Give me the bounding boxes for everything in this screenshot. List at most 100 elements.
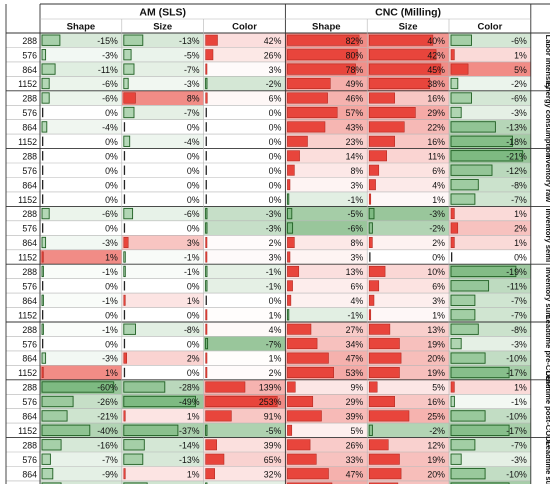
heatmap-cell (121, 322, 204, 337)
cell-value: 0% (269, 195, 282, 205)
cell-value: -13% (506, 123, 527, 133)
heatmap-cell (367, 278, 449, 293)
table-row: -6% 8% 6% 46% 16% -6% 288 (22, 90, 531, 106)
cell-value: 0% (269, 180, 282, 190)
cell-value: 1% (105, 253, 118, 263)
row-label: 1152 (18, 79, 37, 89)
data-bar (287, 381, 296, 393)
cell-value: -2% (429, 426, 445, 436)
cell-value: 5% (432, 383, 445, 393)
cell-value: -1% (266, 282, 282, 292)
data-bar (287, 338, 318, 350)
heatmap-cell (449, 119, 531, 135)
cell-value: 3% (350, 180, 363, 190)
data-bar (369, 252, 371, 262)
cell-value: -16% (97, 440, 118, 450)
row-label: 864 (22, 469, 37, 479)
heatmap-cell (449, 293, 531, 308)
data-bar (368, 150, 387, 162)
cell-value: 25% (427, 412, 445, 422)
cell-value: 0% (105, 195, 118, 205)
row-label: 288 (22, 94, 37, 104)
cell-value: 43% (346, 123, 364, 133)
data-bar (368, 396, 395, 407)
row-group-label: Inventory semi (544, 208, 550, 262)
cell-value: -3% (266, 224, 282, 234)
heatmap-cell (203, 423, 286, 438)
heatmap-cell (285, 206, 368, 221)
data-bar (205, 207, 208, 220)
table-row: -6% -6% -3% -5% -3% 1% 288 (22, 206, 531, 221)
data-bar (287, 150, 300, 162)
cell-value: 49% (346, 79, 364, 89)
data-bar (450, 63, 469, 75)
cell-value: -3% (511, 108, 527, 118)
data-bar (450, 49, 455, 61)
cell-value: 22% (427, 123, 445, 133)
row-group-label: Inventory sum (544, 267, 550, 319)
heatmap-cell (121, 148, 204, 163)
heatmap-cell (449, 163, 531, 178)
cell-value: -1% (102, 325, 118, 335)
data-bar (287, 78, 331, 89)
heatmap-cell (121, 76, 204, 91)
cell-value: 38% (427, 79, 445, 89)
data-bar (123, 34, 144, 46)
cell-value: 34% (346, 339, 364, 349)
row-label: 864 (22, 180, 37, 190)
cell-value: -6% (102, 209, 118, 219)
row-group-label: Energy consumption (544, 82, 550, 158)
cell-value: 0% (187, 310, 200, 320)
row-label: 1152 (18, 368, 37, 378)
heatmap-cell (40, 293, 122, 308)
heatmap-cell (40, 220, 122, 236)
row-label: 864 (22, 123, 37, 133)
cell-value: 47% (346, 469, 364, 479)
cell-value: 13% (427, 325, 445, 335)
data-bar (368, 135, 395, 147)
cell-value: 16% (427, 137, 445, 147)
cell-value: 42% (264, 36, 282, 46)
data-bar (287, 468, 329, 480)
cell-value: 8% (350, 238, 363, 248)
data-bar (450, 265, 517, 278)
data-bar (41, 468, 54, 480)
heatmap-cell (367, 264, 449, 279)
cell-value: 1% (187, 469, 200, 479)
heatmap-cell (40, 76, 122, 91)
data-bar (205, 424, 208, 436)
data-bar (123, 135, 131, 147)
data-bar (42, 281, 44, 291)
group-header: CNC (Milling) (375, 7, 441, 19)
cell-value: -28% (179, 383, 200, 393)
data-bar (368, 78, 431, 89)
row-label: 1152 (18, 195, 37, 205)
heatmap-cell (203, 278, 286, 293)
data-bar (368, 381, 378, 393)
data-bar (123, 165, 126, 175)
data-bar (368, 352, 402, 364)
row-label: 288 (22, 325, 37, 335)
cell-value: -19% (506, 267, 527, 277)
data-bar (368, 107, 416, 118)
table-row: 0% 0% -1% 6% 6% -11% 576 (22, 278, 531, 293)
cell-value: -5% (184, 50, 200, 60)
cell-value: 0% (105, 108, 118, 118)
heatmap-cell (121, 47, 204, 62)
data-bar (123, 323, 136, 335)
table-row: -11% -7% 3% 78% 45% 5% 864 (22, 61, 531, 77)
data-bar (450, 337, 462, 350)
heatmap-cell (40, 33, 122, 48)
heatmap-cell (40, 264, 122, 279)
heatmap-cell (367, 249, 449, 265)
cell-value: -6% (184, 209, 200, 219)
cell-value: 1% (514, 209, 527, 219)
cell-value: 91% (264, 412, 282, 422)
cell-value: 23% (346, 137, 364, 147)
cell-value: 19% (427, 339, 445, 349)
row-label: 864 (22, 354, 37, 364)
data-bar (41, 236, 47, 249)
table-row: 0% 0% 1% -1% 1% -7% 1152 (18, 307, 531, 322)
heatmap-cell (449, 408, 531, 424)
data-bar (287, 265, 300, 277)
